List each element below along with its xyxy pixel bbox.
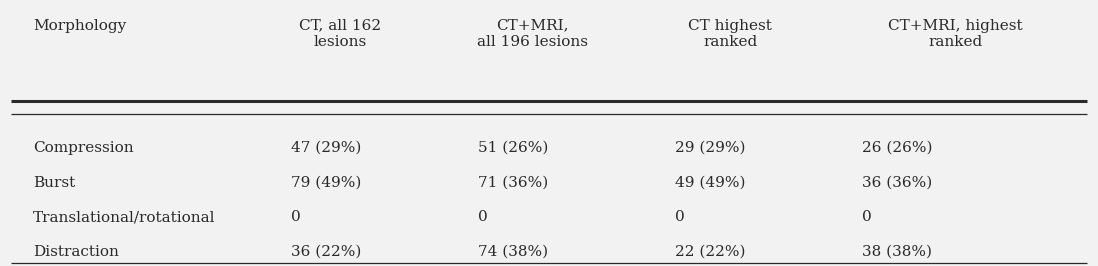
Text: CT+MRI, highest
ranked: CT+MRI, highest ranked xyxy=(888,19,1022,49)
Text: 0: 0 xyxy=(478,210,488,224)
Text: CT, all 162
lesions: CT, all 162 lesions xyxy=(300,19,381,49)
Text: 29 (29%): 29 (29%) xyxy=(675,141,746,155)
Text: 0: 0 xyxy=(862,210,872,224)
Text: 38 (38%): 38 (38%) xyxy=(862,245,932,259)
Text: 36 (22%): 36 (22%) xyxy=(291,245,361,259)
Text: CT highest
ranked: CT highest ranked xyxy=(688,19,772,49)
Text: Compression: Compression xyxy=(33,141,134,155)
Text: 71 (36%): 71 (36%) xyxy=(478,176,548,190)
Text: CT+MRI,
all 196 lesions: CT+MRI, all 196 lesions xyxy=(477,19,589,49)
Text: 74 (38%): 74 (38%) xyxy=(478,245,548,259)
Text: Translational/rotational: Translational/rotational xyxy=(33,210,215,224)
Text: 36 (36%): 36 (36%) xyxy=(862,176,932,190)
Text: 47 (29%): 47 (29%) xyxy=(291,141,361,155)
Text: 51 (26%): 51 (26%) xyxy=(478,141,548,155)
Text: 49 (49%): 49 (49%) xyxy=(675,176,746,190)
Text: 79 (49%): 79 (49%) xyxy=(291,176,361,190)
Text: 22 (22%): 22 (22%) xyxy=(675,245,746,259)
Text: 26 (26%): 26 (26%) xyxy=(862,141,932,155)
Text: Distraction: Distraction xyxy=(33,245,119,259)
Text: Burst: Burst xyxy=(33,176,75,190)
Text: Morphology: Morphology xyxy=(33,19,126,33)
Text: 0: 0 xyxy=(291,210,301,224)
Text: 0: 0 xyxy=(675,210,685,224)
